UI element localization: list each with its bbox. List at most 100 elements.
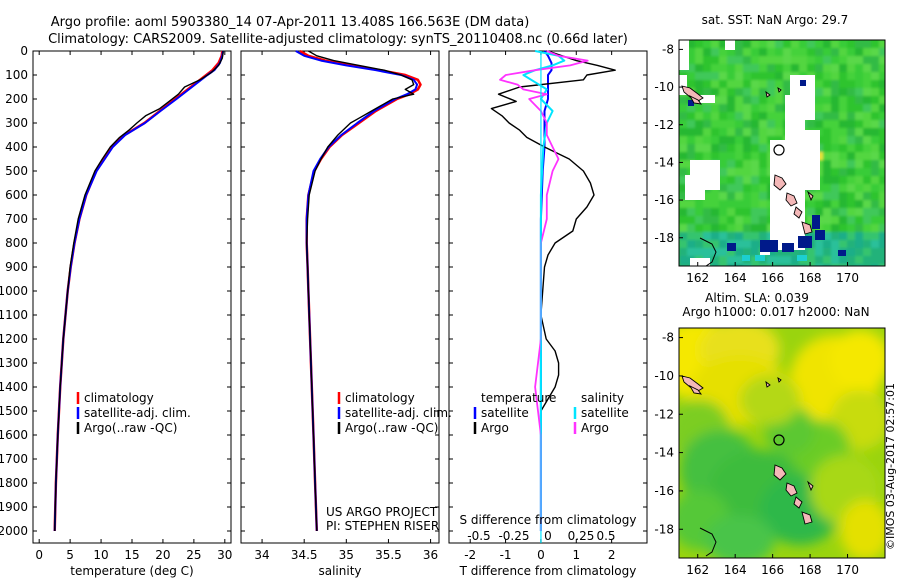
x-tick-label: 10: [93, 548, 108, 562]
sst-cell: [711, 128, 719, 136]
sst-cell: [767, 96, 775, 104]
legend-label-satellite: satellite-adj. clim.: [84, 406, 191, 420]
s-tick-label: -0.25: [498, 529, 529, 543]
sst-cell: [695, 224, 703, 232]
sst-cell: [695, 80, 703, 88]
difference-x-axis: -2 -1 0 1 2: [464, 51, 615, 562]
depth-tick-label: 1900: [0, 500, 28, 514]
lat-tick-label: -18: [654, 522, 674, 536]
sst-cell: [831, 48, 839, 56]
sst-cell: [727, 152, 735, 160]
sst-cell: [711, 192, 719, 200]
sst-cell: [727, 176, 735, 184]
sst-cell: [831, 208, 839, 216]
sla-field-blob: [705, 515, 775, 558]
sst-cell: [767, 72, 775, 80]
sst-cell: [695, 120, 703, 128]
sst-cell: [767, 104, 775, 112]
sst-cell: [743, 232, 751, 240]
sst-cell: [727, 120, 735, 128]
sst-cell: [711, 136, 719, 144]
sst-cell: [743, 128, 751, 136]
depth-tick-label: 600: [5, 188, 28, 202]
sst-cell: [759, 40, 767, 48]
sst-cell: [871, 120, 879, 128]
sst-cell: [847, 224, 855, 232]
sst-cell: [751, 224, 759, 232]
sst-cell: [791, 56, 799, 64]
sst-cell: [863, 248, 871, 256]
sst-cell: [679, 136, 687, 144]
sst-cell: [879, 192, 885, 200]
sst-cell: [855, 136, 863, 144]
island-landmass: [801, 511, 813, 525]
sst-cell: [839, 184, 847, 192]
sst-cell: [719, 248, 727, 256]
sst-cell: [727, 96, 735, 104]
sst-cold-cell: [812, 215, 820, 229]
sst-nodata: [725, 40, 735, 50]
sst-cell: [743, 56, 751, 64]
sst-cell: [823, 216, 831, 224]
sst-cell: [823, 152, 831, 160]
depth-axis: 0 100 200 300 400 500 600 700 800 900 1000 1100 1200…: [0, 44, 647, 538]
sst-nodata: [679, 75, 687, 95]
sst-cell: [711, 40, 719, 48]
sst-cell: [831, 200, 839, 208]
sst-cell: [855, 184, 863, 192]
sst-cell: [703, 56, 711, 64]
sst-cell: [879, 200, 885, 208]
s-tick-label: 0.25: [568, 529, 595, 543]
sst-cell: [807, 256, 815, 264]
sst-cell: [815, 248, 823, 256]
sst-cell: [831, 88, 839, 96]
sst-cell: [687, 232, 695, 240]
depth-tick-label: 1000: [0, 284, 28, 298]
depth-tick-label: 500: [5, 164, 28, 178]
sst-cell: [727, 248, 735, 256]
sst-cell: [695, 240, 703, 248]
sst-cell: [823, 40, 831, 48]
sst-cell: [815, 80, 823, 88]
sst-cell: [823, 176, 831, 184]
depth-tick-label: 1300: [0, 356, 28, 370]
sst-cell: [751, 200, 759, 208]
sst-cell: [855, 264, 863, 266]
sst-cell: [847, 144, 855, 152]
sst-cell: [775, 72, 783, 80]
sst-cell: [727, 128, 735, 136]
sst-cell: [695, 48, 703, 56]
sst-cell: [759, 168, 767, 176]
sst-cell: [695, 208, 703, 216]
sst-cell: [711, 224, 719, 232]
sst-cell: [847, 192, 855, 200]
sst-cell: [703, 72, 711, 80]
sst-cell: [863, 224, 871, 232]
sst-cell: [695, 144, 703, 152]
credit-pi: PI: STEPHEN RISER: [326, 519, 439, 533]
sst-cell: [719, 192, 727, 200]
x-tick-label: 25: [186, 548, 201, 562]
x-tick-label: 20: [155, 548, 170, 562]
sst-cell: [807, 208, 815, 216]
sst-cell: [879, 96, 885, 104]
sst-cell: [743, 104, 751, 112]
sst-cell: [855, 72, 863, 80]
sst-cell: [751, 48, 759, 56]
sst-cell: [735, 176, 743, 184]
sst-cell: [815, 208, 823, 216]
island-landmass: [688, 94, 703, 105]
sst-cell: [879, 128, 885, 136]
sst-cell: [679, 144, 687, 152]
sst-cell: [831, 168, 839, 176]
sst-cell: [719, 168, 727, 176]
sst-cell: [695, 200, 703, 208]
x-tick-label: 0: [537, 548, 545, 562]
sst-cell: [863, 48, 871, 56]
island-landmass: [785, 482, 798, 497]
sst-cell: [879, 136, 885, 144]
sst-cell: [743, 168, 751, 176]
sst-cell: [679, 160, 687, 168]
lat-tick-label: -16: [654, 484, 674, 498]
sst-cell: [791, 64, 799, 72]
